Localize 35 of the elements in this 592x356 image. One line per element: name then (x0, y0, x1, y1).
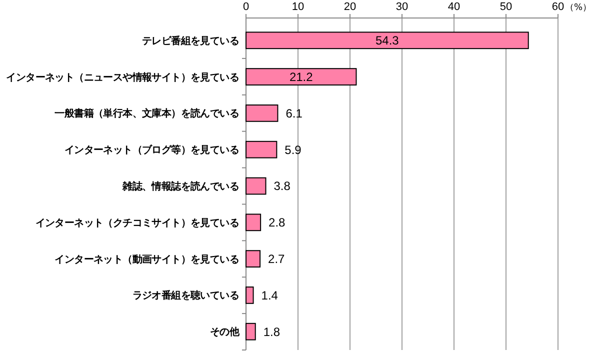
x-tick-label: 60 (552, 1, 564, 13)
data-label: 1.4 (261, 288, 278, 302)
data-label: 2.7 (268, 252, 286, 266)
bar (246, 140, 278, 158)
data-label: 54.3 (376, 34, 400, 48)
data-label: 21.2 (289, 70, 314, 84)
x-tick-label: 40 (448, 1, 460, 13)
x-tick-label: 10 (292, 1, 304, 13)
bar (246, 322, 256, 340)
data-label: 2.8 (268, 216, 286, 230)
y-tick-label: インターネット（動画サイト）を見ている (54, 253, 239, 266)
data-label: 6.1 (286, 106, 303, 120)
y-tick-label: ラジオ番組を聴いている (132, 290, 239, 302)
y-tick-label: その他 (210, 326, 240, 338)
y-tick-label: テレビ番組を見ている (142, 34, 239, 47)
bar (246, 214, 262, 232)
data-label: 3.8 (274, 179, 291, 194)
data-label: 5.9 (284, 142, 302, 157)
bar (246, 250, 261, 268)
bar (246, 104, 278, 122)
y-tick-label: インターネット（クチコミサイト）を見ている (35, 216, 239, 229)
x-tick-label: 30 (396, 1, 408, 13)
bar (246, 32, 529, 50)
y-tick-label: 一般書籍（単行本、文庫本）を読んでいる (54, 108, 239, 120)
y-tick-label: インターネット（ニュースや情報サイト）を見ている (6, 71, 239, 84)
x-tick-label: 0 (242, 1, 250, 13)
bar (246, 68, 357, 86)
x-axis-title: （%） (565, 3, 592, 13)
bar (246, 286, 254, 304)
x-tick-label: 20 (344, 1, 356, 13)
y-tick-label: インターネット（ブログ等）を見ている (64, 144, 239, 156)
bar (246, 177, 266, 195)
data-label: 1.8 (263, 324, 280, 339)
y-tick-label: 雑誌、情報誌を読んでいる (122, 180, 239, 192)
x-tick-label: 50 (500, 1, 512, 13)
